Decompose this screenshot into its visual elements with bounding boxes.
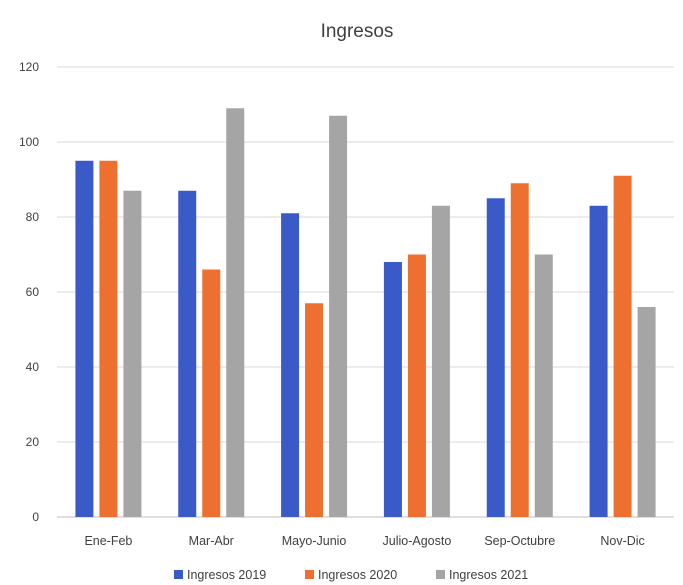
x-category-label: Mayo-Junio: [282, 534, 347, 548]
legend-label: Ingresos 2019: [187, 568, 266, 582]
bar-ingresos-2021-nov-dic: [637, 307, 656, 517]
bar-ingresos-2019-ene-feb: [75, 160, 94, 517]
bar-ingresos-2021-ene-feb: [123, 190, 142, 517]
x-axis-categories: Ene-Feb Mar-Abr Mayo-Junio Julio-Agosto Sep-…: [84, 534, 644, 548]
x-category-label: Nov-Dic: [600, 534, 644, 548]
bar-ingresos-2021-sep-octubre: [534, 254, 553, 517]
bar-ingresos-2019-julio-agosto: [383, 262, 402, 517]
bar-ingresos-2019-mar-abr: [178, 190, 197, 517]
y-tick-label: 20: [26, 435, 40, 449]
y-tick-label: 0: [32, 510, 39, 524]
y-axis-ticks: 0 20 40 60 80 100 120: [19, 60, 39, 524]
legend-label: Ingresos 2020: [318, 568, 397, 582]
bar-ingresos-2020-mar-abr: [202, 269, 221, 517]
legend-label: Ingresos 2021: [449, 568, 528, 582]
chart-title: Ingresos: [321, 21, 394, 42]
bar-ingresos-2021-mar-abr: [226, 108, 245, 517]
bar-ingresos-2020-ene-feb: [99, 160, 118, 517]
bar-ingresos-2020-nov-dic: [613, 175, 632, 517]
y-tick-label: 60: [26, 285, 40, 299]
bar-ingresos-2021-julio-agosto: [431, 205, 450, 517]
bar-ingresos-2020-mayo-junio: [305, 303, 324, 517]
bar-ingresos-2019-sep-octubre: [486, 198, 505, 517]
bar-ingresos-2020-julio-agosto: [407, 254, 426, 517]
legend-swatch: [305, 570, 314, 579]
bar-ingresos-2021-mayo-junio: [329, 115, 348, 517]
y-tick-label: 40: [26, 360, 40, 374]
legend-swatch: [436, 570, 445, 579]
bars: [75, 108, 656, 517]
bar-ingresos-2019-nov-dic: [589, 205, 608, 517]
y-tick-label: 80: [26, 210, 40, 224]
legend: Ingresos 2019 Ingresos 2020 Ingresos 2021: [174, 568, 528, 582]
y-tick-label: 100: [19, 135, 39, 149]
legend-swatch: [174, 570, 183, 579]
bar-ingresos-2020-sep-octubre: [510, 183, 529, 517]
x-category-label: Ene-Feb: [84, 534, 132, 548]
x-category-label: Mar-Abr: [189, 534, 234, 548]
y-tick-label: 120: [19, 60, 39, 74]
gridlines: [57, 66, 674, 518]
x-category-label: Sep-Octubre: [484, 534, 555, 548]
x-category-label: Julio-Agosto: [383, 534, 452, 548]
bar-ingresos-2019-mayo-junio: [281, 213, 300, 517]
